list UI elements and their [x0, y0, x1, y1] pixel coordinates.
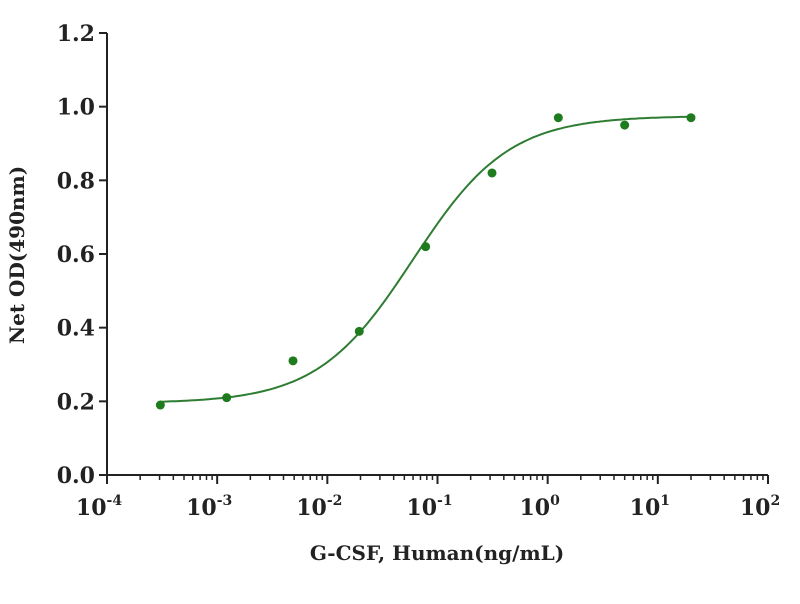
x-axis-label: G-CSF, Human(ng/mL) — [310, 541, 564, 565]
data-points — [155, 113, 696, 410]
x-tick-label: 10-4 — [76, 493, 122, 521]
data-point — [421, 242, 431, 252]
y-tick-label: 0.2 — [57, 389, 95, 415]
data-point — [288, 356, 298, 366]
x-tick-label: 10-2 — [296, 493, 342, 521]
data-point — [553, 113, 563, 123]
data-point — [620, 120, 630, 130]
y-tick-label: 0.4 — [57, 316, 95, 342]
axes: 0.0 0.2 0.4 0.6 0.8 1.0 1.2 10-4 10-3 10-2 10-1 100… — [57, 21, 780, 521]
y-tick-label: 0.8 — [57, 168, 95, 194]
data-point — [487, 168, 497, 178]
x-tick-label: 10-3 — [186, 493, 232, 521]
x-tick-label: 101 — [630, 493, 670, 521]
x-tick-label: 102 — [740, 493, 780, 521]
y-tick-label: 1.2 — [57, 21, 95, 47]
y-tick-label: 0.6 — [57, 242, 95, 268]
x-tick-label: 10-1 — [406, 493, 452, 521]
fit-curve — [160, 115, 690, 403]
x-tick-label: 100 — [519, 493, 560, 521]
data-point — [686, 113, 696, 123]
y-tick-label: 0.0 — [57, 463, 95, 489]
data-point — [222, 393, 232, 403]
data-point — [354, 326, 364, 336]
y-tick-label: 1.0 — [57, 95, 95, 121]
y-axis-label: Net OD(490nm) — [5, 166, 29, 344]
data-point — [155, 400, 165, 410]
